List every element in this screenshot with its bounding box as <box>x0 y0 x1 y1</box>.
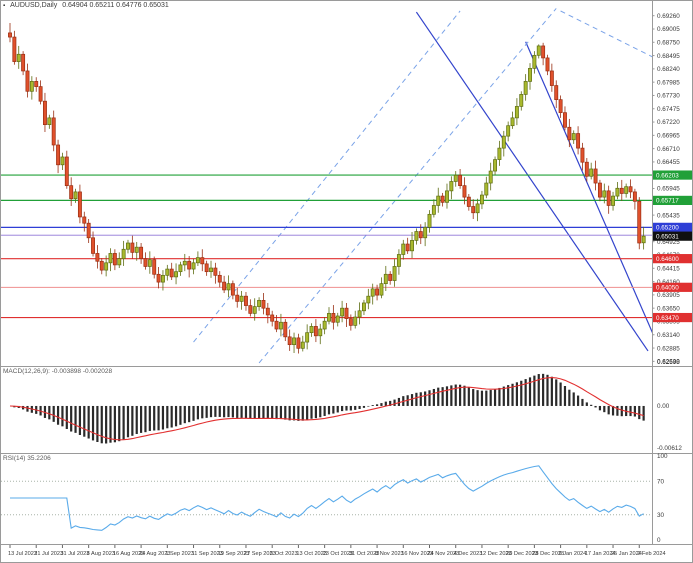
price-flag-red-1: 0.64600 <box>653 254 692 264</box>
price-axis-label: 0.62630 <box>657 359 680 366</box>
price-axis-label: 0.66455 <box>657 159 680 166</box>
price-axis-label: 0.64415 <box>657 265 680 272</box>
macd-zero-label: 0.00 <box>657 403 670 410</box>
price-axis-label: 0.65435 <box>657 212 680 219</box>
price-flag-green-upper: 0.66203 <box>653 170 692 180</box>
price-axis-label: 0.66965 <box>657 133 680 140</box>
price-axis-label: 0.68750 <box>657 39 680 46</box>
date-tick-label: 16 Aug 2023 <box>113 551 144 557</box>
svg-text:0.64600: 0.64600 <box>656 256 679 263</box>
ohlc-readout: 0.64904 0.65211 0.64776 0.65031 <box>62 2 169 9</box>
downtrend-dashed-3[interactable] <box>560 10 679 70</box>
date-tick-label: 16 Nov 2023 <box>401 551 433 557</box>
rsi-axis-label: 30 <box>657 512 665 519</box>
chart-header: ▪ AUDUSD,Daily 0.64904 0.65211 0.64776 0… <box>3 2 169 9</box>
rsi-axis-label: 70 <box>657 478 665 485</box>
price-axis-label: 0.64160 <box>657 279 680 286</box>
uptrend-dashed-1[interactable] <box>193 10 461 343</box>
price-flag-red-2: 0.64050 <box>653 282 692 292</box>
downtrend-line-2[interactable] <box>525 41 661 353</box>
date-tick-label: 5 Oct 2023 <box>270 551 297 557</box>
date-tick-label: 23 Oct 2023 <box>323 551 353 557</box>
date-tick-label: 12 Dec 2023 <box>480 551 512 557</box>
downtrend-line-1[interactable] <box>415 11 649 352</box>
symbol-timeframe: AUDUSD,Daily <box>10 2 58 9</box>
price-axis-label: 0.69005 <box>657 26 680 33</box>
svg-text:0.65031: 0.65031 <box>656 233 679 240</box>
macd-min-label: -0.00612 <box>657 445 682 452</box>
price-axis-label: 0.69260 <box>657 13 680 20</box>
svg-text:0.64050: 0.64050 <box>656 285 679 292</box>
date-tick-label: 25 Jan 2024 <box>611 551 642 557</box>
date-tick-label: 17 Jan 2024 <box>585 551 616 557</box>
svg-text:0.66203: 0.66203 <box>656 172 679 179</box>
date-tick-label: 31 Jul 2023 <box>60 551 89 557</box>
macd-indicator-label: MACD(12,26,9): -0.003898 -0.002028 <box>3 368 113 375</box>
price-axis-label: 0.62885 <box>657 345 680 352</box>
date-tick-label: 4 Dec 2023 <box>454 551 483 557</box>
price-flag-current-bid: 0.65031 <box>653 231 692 241</box>
date-tick-label: 13 Jul 2023 <box>8 551 37 557</box>
price-axis-label: 0.67475 <box>657 106 680 113</box>
price-flag-red-3: 0.63470 <box>653 312 692 323</box>
rsi-axis-label: 0 <box>657 537 661 544</box>
svg-text:0.63470: 0.63470 <box>656 315 679 322</box>
price-axis-label: 0.68495 <box>657 53 680 60</box>
price-axis-min-label: 0.62598 <box>657 359 680 366</box>
date-tick-label: 8 Aug 2023 <box>87 551 115 557</box>
price-axis-label: 0.67730 <box>657 93 680 100</box>
price-axis-label: 0.63650 <box>657 305 680 312</box>
date-tick-label: 27 Sep 2023 <box>244 551 276 557</box>
date-tick-label: 31 Oct 2023 <box>349 551 379 557</box>
rsi-axis-label: 100 <box>657 453 668 460</box>
macd-pane[interactable]: 0.00 -0.00612 <box>9 373 682 452</box>
date-tick-label: 11 Sep 2023 <box>192 551 223 557</box>
price-axis-label: 0.67220 <box>657 119 680 126</box>
price-axis-label: 0.63395 <box>657 319 680 326</box>
date-tick-label: 2 Feb 2024 <box>637 551 665 557</box>
date-tick-label: 1 Sep 2023 <box>165 551 194 557</box>
date-tick-label: 21 Jul 2023 <box>34 551 63 557</box>
rsi-pane[interactable]: 100 70 30 0 <box>1 453 668 544</box>
candlesticks <box>8 22 646 354</box>
price-flag-green-lower: 0.65717 <box>653 195 692 206</box>
date-tick-label: 9 Jan 2024 <box>559 551 587 557</box>
price-axis-label: 0.66710 <box>657 146 680 153</box>
svg-text:0.65200: 0.65200 <box>656 225 679 232</box>
date-tick-label: 20 Dec 2023 <box>506 551 538 557</box>
date-tick-label: 28 Dec 2023 <box>532 551 564 557</box>
price-axis-label: 0.63905 <box>657 292 680 299</box>
price-axis-label: 0.65945 <box>657 186 680 193</box>
rsi-line <box>10 465 644 531</box>
date-tick-label: 13 Oct 2023 <box>296 551 326 557</box>
svg-text:0.65717: 0.65717 <box>656 198 679 205</box>
price-axis-label: 0.63140 <box>657 332 680 339</box>
price-axis-label: 0.64925 <box>657 239 680 246</box>
chart-marker-icon: ▪ <box>3 2 6 9</box>
price-axis-label: 0.68240 <box>657 66 680 73</box>
main-price-pane[interactable] <box>1 8 679 364</box>
date-tick-label: 24 Aug 2023 <box>139 551 170 557</box>
date-tick-label: 24 Nov 2023 <box>428 551 460 557</box>
macd-signal-line <box>9 377 644 441</box>
price-flag-blue: 0.65200 <box>653 222 692 232</box>
rsi-indicator-label: RSI(14) 35.2206 <box>3 455 51 462</box>
date-tick-label: 19 Sep 2023 <box>218 551 250 557</box>
price-axis-label: 0.67985 <box>657 79 680 86</box>
date-tick-label: 8 Nov 2023 <box>375 551 404 557</box>
